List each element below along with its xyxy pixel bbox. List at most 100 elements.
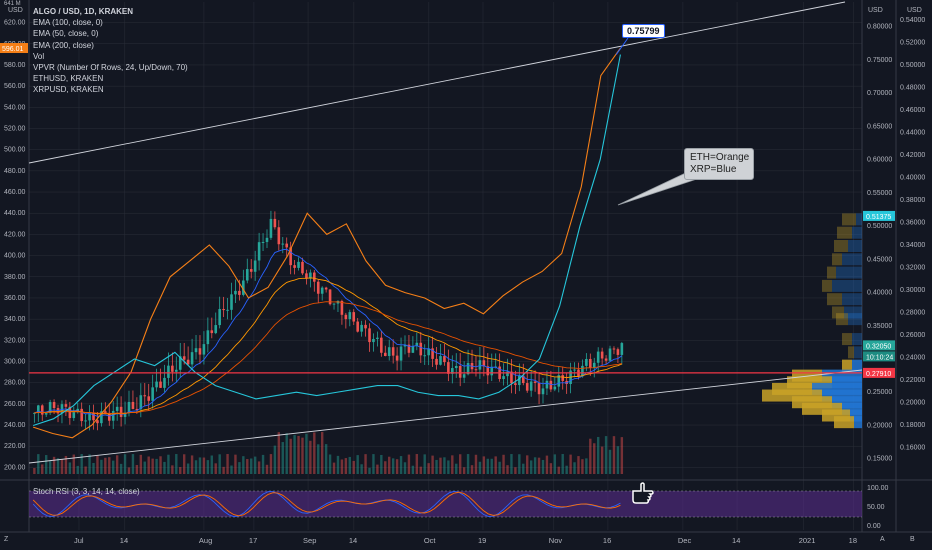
corner-a[interactable]: A (880, 536, 885, 543)
indicator-xrpusd[interactable]: XRPUSD, KRAKEN (33, 85, 104, 95)
volume-bar (155, 458, 158, 474)
corner-b[interactable]: B (910, 536, 915, 543)
candle-body (273, 218, 277, 228)
vpvr-bar-down (856, 213, 862, 226)
volume-bar (159, 456, 162, 474)
volume-bar (545, 455, 549, 474)
vpvr-bar-down (852, 333, 862, 346)
volume-bar (510, 454, 513, 474)
indicator-vol[interactable]: Vol (33, 51, 45, 61)
indicator-ema50[interactable]: EMA (50, close, 0) (33, 29, 99, 39)
candle-body (423, 355, 427, 357)
volume-bar (620, 437, 624, 474)
left-axis-tick: 280.00 (4, 380, 26, 387)
candle-body (549, 380, 553, 390)
candle-body (297, 261, 300, 268)
lower-trendline (28, 369, 863, 464)
candle-body (72, 412, 76, 419)
volume-bar (285, 433, 288, 474)
candle-body (202, 344, 206, 355)
left-axis-tick: 540.00 (4, 104, 26, 111)
candle-body (155, 381, 158, 388)
volume-bar (470, 465, 474, 474)
candle-body (372, 338, 375, 343)
stoch-axis-tick: 100.00 (867, 485, 889, 492)
volume-bar (415, 454, 419, 474)
volume-bar (317, 444, 320, 474)
candle-body (415, 342, 419, 347)
stoch-rsi-label[interactable]: Stoch RSI (3, 3, 14, 14, close) (33, 487, 140, 496)
candle-body (44, 413, 48, 415)
outer-axis-tick: 0.38000 (900, 197, 925, 204)
volume-bar (427, 463, 430, 474)
volume-bar (60, 459, 64, 474)
volume-bar (380, 454, 383, 474)
left-axis-tick: 620.00 (4, 20, 26, 27)
right-axis-tick: 0.25000 (867, 389, 892, 396)
left-axis-tick: 520.00 (4, 126, 26, 133)
volume-bar (253, 456, 257, 474)
candle-body (399, 346, 403, 361)
price-callout[interactable]: 0.75799 (622, 24, 665, 38)
ema-200-line (34, 301, 622, 414)
symbol-line[interactable]: ALGO / USD, 1D, KRAKEN (33, 7, 134, 16)
candle-body (395, 355, 399, 361)
volume-bar (297, 435, 300, 474)
volume-bar (506, 465, 509, 474)
volume-bar (293, 435, 296, 474)
candle-body (320, 287, 324, 294)
indicator-ema200[interactable]: EMA (200, close) (33, 40, 94, 50)
volume-bar (68, 462, 72, 474)
left-axis-tick: 340.00 (4, 316, 26, 323)
candle-body (206, 330, 210, 345)
candle-body (285, 243, 289, 248)
candle-body (60, 404, 64, 414)
corner-left[interactable]: Z (4, 536, 9, 543)
candle-body (80, 408, 83, 422)
volume-bar (226, 454, 229, 474)
volume-bar (265, 464, 269, 474)
vpvr-bar-up (836, 313, 848, 326)
candle-body (340, 300, 344, 315)
support-price-tag-label: 0.27910 (866, 371, 891, 378)
volume-bar (533, 457, 537, 474)
candle-body (68, 406, 72, 419)
volume-bar (131, 454, 135, 474)
vpvr-bar-up (842, 359, 852, 372)
color-note[interactable]: ETH=Orange XRP=Blue (684, 148, 754, 180)
volume-bar (498, 461, 501, 474)
outer-axis-tick: 0.16000 (900, 445, 925, 452)
volume-bar (423, 454, 426, 474)
vpvr-bar-up (842, 333, 852, 346)
volume-bar (230, 465, 233, 474)
xrp-price-tag-label: 0.51375 (866, 214, 891, 221)
candle-body (502, 376, 505, 380)
time-axis-label: Dec (678, 536, 692, 545)
vpvr-bar-down (832, 279, 862, 292)
volume-bar (194, 460, 198, 474)
volume-bar (411, 465, 415, 474)
time-axis-label: 2021 (799, 536, 816, 545)
right-axis-tick: 0.40000 (867, 290, 892, 297)
candle-body (309, 272, 312, 279)
candle-body (131, 401, 135, 409)
volume-bar (281, 442, 284, 474)
vpvr-bar-down (852, 359, 862, 372)
left-axis-unit: USD (8, 7, 23, 14)
stoch-d-line (32, 491, 621, 517)
candle-body (360, 324, 363, 332)
time-axis-label: 19 (478, 536, 486, 545)
candle-body (182, 356, 186, 360)
indicator-ethusd[interactable]: ETHUSD, KRAKEN (33, 74, 104, 84)
candle-body (119, 406, 123, 417)
volume-bar (348, 456, 351, 474)
volume-bar (455, 463, 458, 474)
candle-body (490, 366, 494, 376)
indicator-ema100[interactable]: EMA (100, close, 0) (33, 18, 103, 28)
volume-bar (313, 432, 316, 474)
algo-price-tag (863, 340, 895, 351)
indicator-vpvr[interactable]: VPVR (Number Of Rows, 24, Up/Down, 70) (33, 63, 188, 73)
volume-bar (84, 466, 87, 474)
volume-bar (182, 454, 186, 474)
